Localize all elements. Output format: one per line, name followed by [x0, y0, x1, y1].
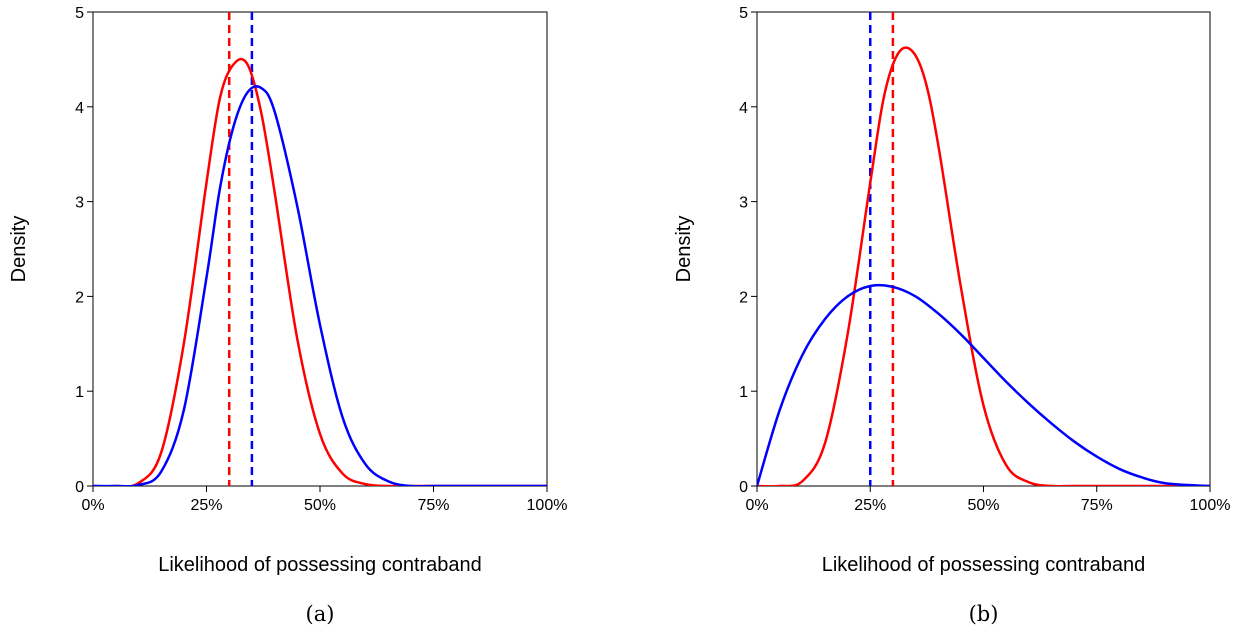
x-tick-label: 100%	[527, 497, 568, 514]
x-axis-label: Likelihood of possessing contraband	[158, 554, 482, 576]
y-tick-label: 2	[739, 289, 748, 306]
x-tick-label: 100%	[1190, 497, 1231, 514]
y-tick-label: 2	[75, 289, 84, 306]
density-curve	[757, 283, 1210, 486]
y-tick-label: 3	[739, 195, 748, 212]
y-tick-label: 3	[75, 195, 84, 212]
y-tick-label: 5	[75, 5, 84, 22]
plot-frame	[92, 11, 548, 487]
y-tick-label: 4	[739, 100, 748, 117]
density-curve	[93, 57, 547, 486]
x-axis-label: Likelihood of possessing contraband	[822, 554, 1146, 576]
x-tick-label: 50%	[304, 497, 336, 514]
y-tick-label: 0	[739, 479, 748, 496]
plot-frame	[756, 11, 1211, 487]
x-tick-label: 75%	[1081, 497, 1113, 514]
y-tick-label: 5	[739, 5, 748, 22]
y-tick-label: 1	[75, 384, 84, 401]
x-tick-label: 0%	[745, 497, 768, 514]
x-tick-label: 50%	[967, 497, 999, 514]
y-tick-label: 4	[75, 100, 84, 117]
x-tick-label: 0%	[81, 497, 104, 514]
density-curve	[93, 85, 547, 486]
y-tick-label: 1	[739, 384, 748, 401]
y-axis-label: Density	[8, 216, 30, 283]
y-axis-label: Density	[673, 216, 695, 283]
y-tick-label: 0	[75, 479, 84, 496]
x-tick-label: 25%	[854, 497, 886, 514]
panel-caption: (b)	[969, 602, 999, 626]
panel-caption: (a)	[306, 602, 335, 626]
x-tick-label: 75%	[417, 497, 449, 514]
density-curve	[757, 46, 1210, 486]
x-tick-label: 25%	[190, 497, 222, 514]
